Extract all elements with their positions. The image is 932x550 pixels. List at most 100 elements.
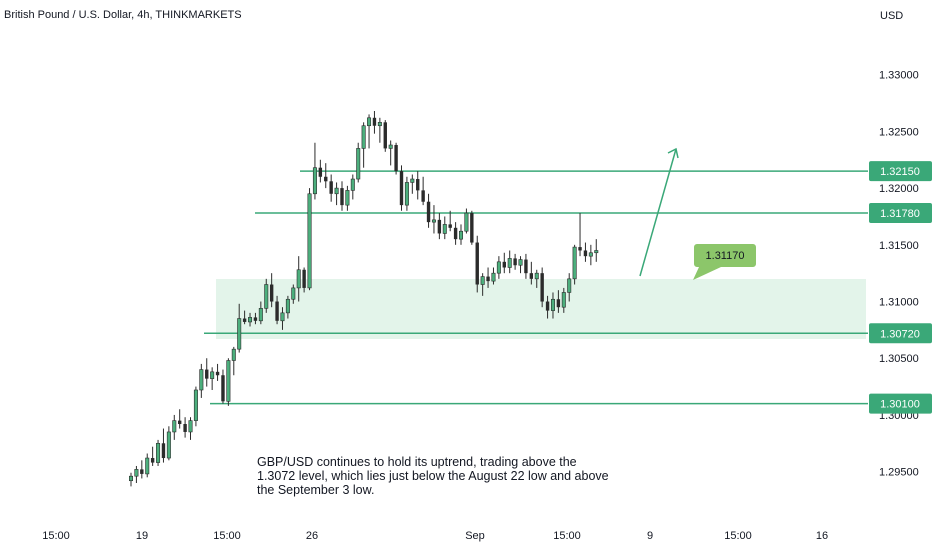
candle-body [129,475,134,482]
x-axis: 15:00 19 15:00 26 Sep 15:00 9 15:00 16 [42,530,828,542]
candle-body [486,276,490,282]
candle-body [253,317,258,321]
level-tag [869,161,932,182]
candle-body [431,219,436,223]
candle-body [161,443,166,459]
x-tick-label: 15:00 [724,530,752,542]
candle [340,181,344,211]
candle [491,267,496,285]
candle [145,453,150,478]
candle-body [226,360,231,402]
candle-body [377,122,382,127]
candle [594,239,599,262]
candle-body [404,182,409,206]
candle-body [529,273,534,279]
candle [264,278,269,313]
candle-body [388,144,393,149]
candle [518,256,523,274]
level-tag [869,203,932,224]
candle [475,235,479,293]
candle-body [453,227,458,240]
candle-body [210,371,215,379]
candle-body [464,212,469,232]
candle-body [156,442,161,463]
candle [556,290,561,313]
candle [334,182,339,206]
candle-body [594,250,599,254]
candle-body [291,287,296,300]
candle-body [550,298,555,311]
candle-body [183,424,187,432]
candle-body [199,369,204,391]
candle-body [248,317,253,323]
candle-body [215,371,220,376]
candle-body [134,469,139,477]
candle [442,216,447,240]
candle [464,208,469,234]
candle [421,176,425,206]
candle [410,174,415,194]
candle [226,358,231,406]
candle-body [318,167,323,177]
candle [161,428,166,463]
candle-body [307,193,312,289]
x-tick-label: 15:00 [213,530,241,542]
candle-body [361,125,366,149]
candle [372,110,377,134]
candle [205,358,209,387]
candle-body [394,145,398,172]
candle [534,269,539,288]
candle-body [275,301,279,321]
candle-body [334,187,339,195]
candle-body [177,420,182,425]
candle [567,273,572,302]
level-tag-label: 1.30720 [880,328,920,340]
candle-body [572,246,577,280]
candle [404,176,409,211]
projection-arrow [639,148,677,277]
y-tick-label: 1.31500 [879,240,919,252]
level-tag [869,323,932,344]
candle [280,307,285,330]
candle [242,310,247,325]
candle-body [421,190,425,202]
candle [588,244,593,266]
candle-body [518,259,523,266]
candle [416,171,420,200]
candle [329,174,333,202]
x-tick-label: 26 [306,530,318,542]
candle [269,273,274,308]
candle-body [470,213,474,243]
candle [513,253,517,270]
candle-body [258,308,263,322]
candle-body [172,420,177,433]
price-callout: 1.31170 [693,244,756,280]
candle-body [242,318,247,322]
y-tick-label: 1.31000 [879,297,919,309]
candle [361,122,366,168]
candle [367,114,372,149]
candle [210,367,215,390]
candle-body [324,176,328,182]
candle [394,142,398,175]
candle-body [534,272,539,280]
candle [193,386,198,427]
callout-label: 1.31170 [706,250,745,262]
candle-body [556,299,561,308]
level-tag-label: 1.30100 [880,399,920,411]
candle [150,446,155,466]
candle [578,213,582,257]
candle-body [437,219,442,234]
candle [399,165,404,211]
x-tick-label: 15:00 [42,530,70,542]
candle [296,256,301,302]
candle-body [302,269,306,288]
candle [237,303,242,353]
candle-body [140,469,144,474]
candle-body [540,273,544,302]
candle [426,193,431,228]
candle-body [583,250,588,257]
candle [291,284,296,304]
candle-body [426,201,431,223]
